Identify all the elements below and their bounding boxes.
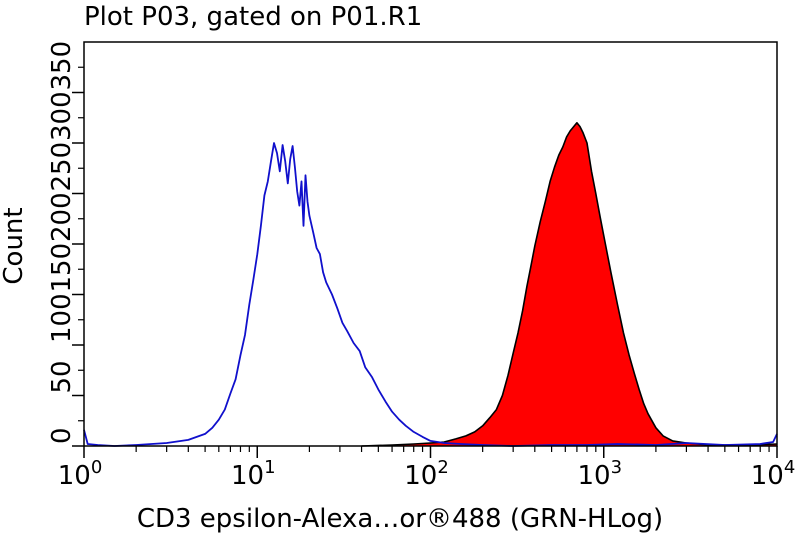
series-0-line xyxy=(83,142,778,447)
y-tick-label-3: 150 xyxy=(47,243,77,293)
y-tick-label-7: 350 xyxy=(47,41,77,91)
y-tick-label-6: 300 xyxy=(47,91,77,141)
y-tick-label-0: 0 xyxy=(47,427,77,444)
series-1-area xyxy=(361,122,777,447)
y-axis-label: Count xyxy=(0,207,29,285)
y-tick-label-1: 50 xyxy=(47,360,77,393)
x-axis-label: CD3 epsilon-Alexa…or®488 (GRN-HLog) xyxy=(136,504,664,534)
series-1-outline xyxy=(361,122,778,447)
x-tick-label-0: 100 xyxy=(58,457,103,491)
x-tick-label-1: 101 xyxy=(231,457,276,491)
chart-title: Plot P03, gated on P01.R1 xyxy=(84,2,423,32)
y-tick-label-2: 100 xyxy=(47,293,77,343)
x-tick-label-4: 104 xyxy=(751,457,796,491)
plot-frame xyxy=(83,41,778,447)
y-tick-label-4: 200 xyxy=(47,192,77,242)
x-tick-label-2: 102 xyxy=(404,457,449,491)
y-tick-label-5: 250 xyxy=(47,142,77,192)
x-tick-label-3: 103 xyxy=(577,457,622,491)
